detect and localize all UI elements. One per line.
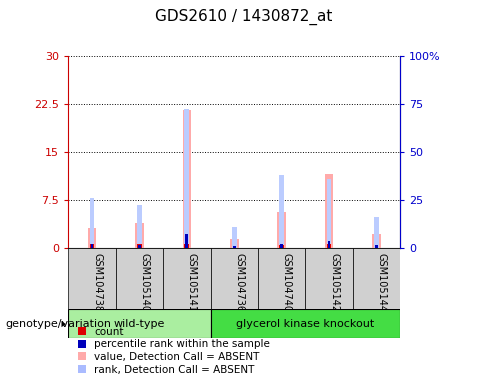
Bar: [279, 175, 284, 248]
Bar: [230, 239, 239, 248]
Bar: [184, 109, 189, 248]
Text: GDS2610 / 1430872_at: GDS2610 / 1430872_at: [155, 9, 333, 25]
Bar: [327, 241, 330, 248]
FancyBboxPatch shape: [353, 248, 400, 309]
Bar: [137, 205, 142, 248]
Bar: [277, 212, 286, 248]
Bar: [280, 244, 283, 248]
FancyBboxPatch shape: [210, 248, 258, 309]
Text: GSM105144: GSM105144: [376, 253, 386, 311]
Legend: count, percentile rank within the sample, value, Detection Call = ABSENT, rank, : count, percentile rank within the sample…: [74, 323, 274, 379]
Bar: [326, 179, 331, 248]
Text: wild-type: wild-type: [114, 318, 165, 329]
Bar: [137, 244, 142, 248]
Bar: [279, 245, 284, 248]
Polygon shape: [61, 321, 66, 327]
Bar: [325, 174, 333, 248]
Text: GSM104738: GSM104738: [92, 253, 102, 311]
Bar: [135, 223, 143, 248]
Text: GSM104736: GSM104736: [234, 253, 244, 311]
Text: GSM105141: GSM105141: [187, 253, 197, 311]
FancyBboxPatch shape: [163, 248, 210, 309]
FancyBboxPatch shape: [210, 309, 400, 338]
Bar: [185, 234, 188, 248]
Text: genotype/variation: genotype/variation: [5, 319, 111, 329]
Bar: [184, 244, 189, 248]
Bar: [233, 246, 236, 248]
Text: GSM104740: GSM104740: [282, 253, 292, 311]
Bar: [326, 244, 331, 248]
FancyBboxPatch shape: [116, 248, 163, 309]
Bar: [375, 245, 378, 248]
Bar: [183, 110, 191, 248]
Bar: [374, 217, 379, 248]
Bar: [138, 245, 141, 248]
FancyBboxPatch shape: [305, 248, 353, 309]
Bar: [88, 228, 96, 248]
Bar: [232, 227, 237, 248]
FancyBboxPatch shape: [68, 309, 210, 338]
Text: GSM105142: GSM105142: [329, 253, 339, 312]
Bar: [90, 198, 94, 248]
Text: GSM105140: GSM105140: [140, 253, 149, 311]
Bar: [372, 234, 381, 248]
Bar: [91, 244, 93, 248]
FancyBboxPatch shape: [258, 248, 305, 309]
Bar: [90, 244, 94, 248]
Text: glycerol kinase knockout: glycerol kinase knockout: [236, 318, 374, 329]
FancyBboxPatch shape: [68, 248, 116, 309]
